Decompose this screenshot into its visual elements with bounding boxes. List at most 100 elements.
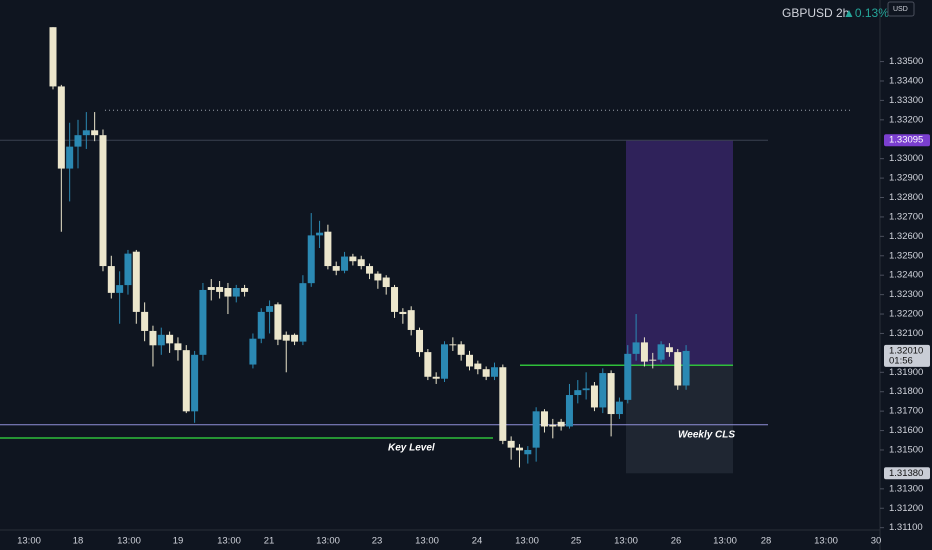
y-tick-label: 1.32900 bbox=[889, 173, 923, 184]
candle-body bbox=[199, 289, 207, 355]
candle-body bbox=[557, 421, 565, 427]
candle-body bbox=[149, 330, 157, 346]
y-tick-label: 1.32400 bbox=[889, 270, 923, 281]
candle-body bbox=[574, 390, 582, 396]
change: ▲0.13% bbox=[843, 6, 889, 20]
y-tick-label: 1.33400 bbox=[889, 76, 923, 87]
currency-box[interactable] bbox=[887, 1, 915, 17]
candle-body bbox=[424, 352, 432, 377]
candle-body bbox=[599, 373, 607, 408]
candle-body bbox=[391, 287, 399, 312]
price-badge bbox=[884, 344, 930, 367]
candle-body bbox=[316, 232, 324, 236]
candle-body bbox=[274, 304, 282, 340]
candle-body bbox=[457, 344, 465, 355]
y-tick-label: 1.31300 bbox=[889, 483, 923, 494]
target-zone bbox=[626, 140, 733, 366]
candle-body bbox=[466, 354, 473, 367]
x-tick-label: 13:00 bbox=[415, 536, 439, 547]
x-tick-label: 13:00 bbox=[713, 536, 737, 547]
candle-body bbox=[341, 256, 349, 271]
candle-body bbox=[432, 376, 440, 379]
candle-body bbox=[382, 277, 390, 288]
y-tick-label: 1.31500 bbox=[889, 444, 923, 455]
candle-body bbox=[299, 283, 307, 342]
currency: USD bbox=[893, 6, 908, 13]
candle-body bbox=[132, 251, 140, 312]
price-badge-label: 1.31380 bbox=[889, 468, 923, 479]
x-tick-label: 13:00 bbox=[614, 536, 638, 547]
candle-body bbox=[515, 447, 523, 451]
candle-body bbox=[565, 395, 573, 427]
y-tick-label: 1.32200 bbox=[889, 309, 923, 320]
y-tick-label: 1.32100 bbox=[889, 328, 923, 339]
candle-body bbox=[482, 369, 490, 377]
candle-body bbox=[216, 287, 224, 292]
candle-body bbox=[57, 86, 65, 169]
candle-body bbox=[407, 310, 415, 330]
candle-body bbox=[207, 287, 215, 290]
price-badge-label: 1.32010 bbox=[889, 345, 923, 356]
candle-body bbox=[174, 343, 182, 351]
candle-body bbox=[49, 27, 57, 87]
candle-body bbox=[266, 306, 274, 312]
candle-body bbox=[449, 344, 457, 346]
candle-body bbox=[374, 273, 382, 281]
candle-body bbox=[249, 338, 257, 365]
candle-body bbox=[674, 352, 682, 386]
price-badge bbox=[884, 467, 930, 480]
level-label: Weekly CLS bbox=[678, 429, 735, 440]
y-tick-label: 1.31800 bbox=[889, 386, 923, 397]
y-tick-label: 1.31600 bbox=[889, 425, 923, 436]
symbol: GBPUSD 2h bbox=[782, 6, 849, 20]
candle-body bbox=[665, 347, 673, 353]
y-tick-label: 1.31900 bbox=[889, 367, 923, 378]
price-badge-label: 1.33095 bbox=[889, 135, 923, 146]
candle-body bbox=[257, 311, 265, 339]
candle-body bbox=[357, 259, 365, 267]
candle-body bbox=[474, 363, 482, 370]
x-tick-label: 13:00 bbox=[17, 536, 41, 547]
candle-body bbox=[232, 288, 240, 297]
x-tick-label: 13:00 bbox=[217, 536, 241, 547]
candle-body bbox=[191, 354, 199, 412]
plot: 1.33500 1.33400 1.33300 1.33200 1.33000 1.329… bbox=[0, 27, 923, 547]
candle-body bbox=[399, 311, 407, 315]
x-tick-label: 25 bbox=[571, 536, 582, 547]
level-label: Key Level bbox=[388, 443, 435, 454]
candle-body bbox=[607, 373, 615, 415]
countdown: 01:56 bbox=[889, 355, 913, 366]
candle-body bbox=[182, 350, 190, 412]
candle-body bbox=[66, 146, 74, 169]
x-tick-label: 23 bbox=[372, 536, 383, 547]
candle-body bbox=[490, 367, 498, 377]
candle-body bbox=[416, 329, 424, 353]
candle-body bbox=[307, 235, 315, 284]
x-tick-label: 13:00 bbox=[515, 536, 539, 547]
candle-body bbox=[91, 130, 99, 136]
x-tick-label: 21 bbox=[264, 536, 275, 547]
y-tick-label: 1.33200 bbox=[889, 114, 923, 125]
x-tick-label: 24 bbox=[472, 536, 483, 547]
candle-body bbox=[99, 135, 107, 267]
candle-body bbox=[157, 334, 165, 346]
y-tick-label: 1.32700 bbox=[889, 211, 923, 222]
candle-body bbox=[349, 256, 357, 262]
candle-body bbox=[549, 424, 557, 427]
x-tick-label: 13:00 bbox=[814, 536, 838, 547]
candle-body bbox=[657, 344, 665, 360]
candle-body bbox=[532, 411, 540, 448]
candle-body bbox=[291, 334, 299, 342]
candle-body bbox=[499, 367, 507, 441]
x-tick-label: 30 bbox=[871, 536, 882, 547]
candle-body bbox=[166, 334, 174, 344]
candle-body bbox=[116, 285, 124, 293]
y-tick-label: 1.32600 bbox=[889, 231, 923, 242]
candle-body bbox=[107, 266, 115, 293]
x-tick-label: 19 bbox=[173, 536, 184, 547]
candle-body bbox=[441, 344, 449, 379]
candle-body bbox=[224, 288, 232, 297]
candle-body bbox=[682, 350, 690, 386]
